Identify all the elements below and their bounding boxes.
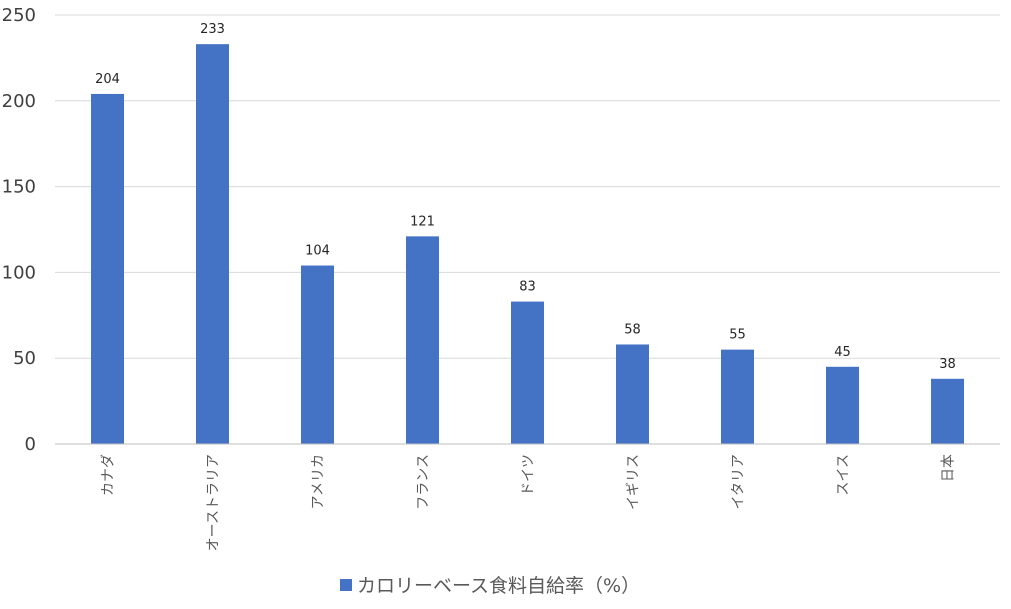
y-tick-label: 200 [2,91,36,112]
data-label: 121 [410,214,435,229]
data-label: 83 [519,280,536,295]
x-tick-label: カナダ [101,454,117,496]
x-tick-label: 日本 [941,454,957,482]
x-tick-label: アメリカ [311,454,327,509]
x-tick-label: フランス [416,454,432,510]
legend-label: カロリーベース食料自給率（%） [357,575,640,597]
x-tick-label: スイス [836,454,852,496]
data-label: 55 [729,328,746,343]
bars [91,44,964,445]
data-labels: 204 233 104 121 83 58 55 45 38 [95,22,956,372]
data-label: 204 [95,72,120,87]
legend-swatch [340,579,352,591]
bar [91,93,124,444]
bar [931,378,964,444]
bar [511,301,544,444]
data-label: 38 [939,357,956,372]
data-label: 104 [305,244,330,259]
y-tick-label: 0 [25,434,36,455]
data-label: 233 [200,22,225,37]
x-tick-label: イギリス [626,454,642,510]
bar [406,236,439,444]
x-axis-ticks: カナダ オーストラリア アメリカ フランス ドイツ イギリス イタリア スイス 日本 [101,454,957,551]
y-tick-label: 100 [2,262,36,283]
y-tick-label: 250 [2,5,36,26]
bar [196,44,229,445]
legend: カロリーベース食料自給率（%） [340,575,640,597]
y-axis-ticks: 0 50 100 150 200 250 [2,5,36,455]
bar [301,265,334,444]
x-tick-label: イタリア [731,454,747,509]
bar [721,349,754,444]
y-tick-label: 50 [13,348,36,369]
data-label: 58 [624,322,641,337]
x-tick-label: オーストラリア [206,454,222,551]
y-tick-label: 150 [2,177,36,198]
x-tick-label: ドイツ [521,454,537,496]
bar [826,366,859,444]
data-label: 45 [834,345,851,360]
bar [616,344,649,444]
